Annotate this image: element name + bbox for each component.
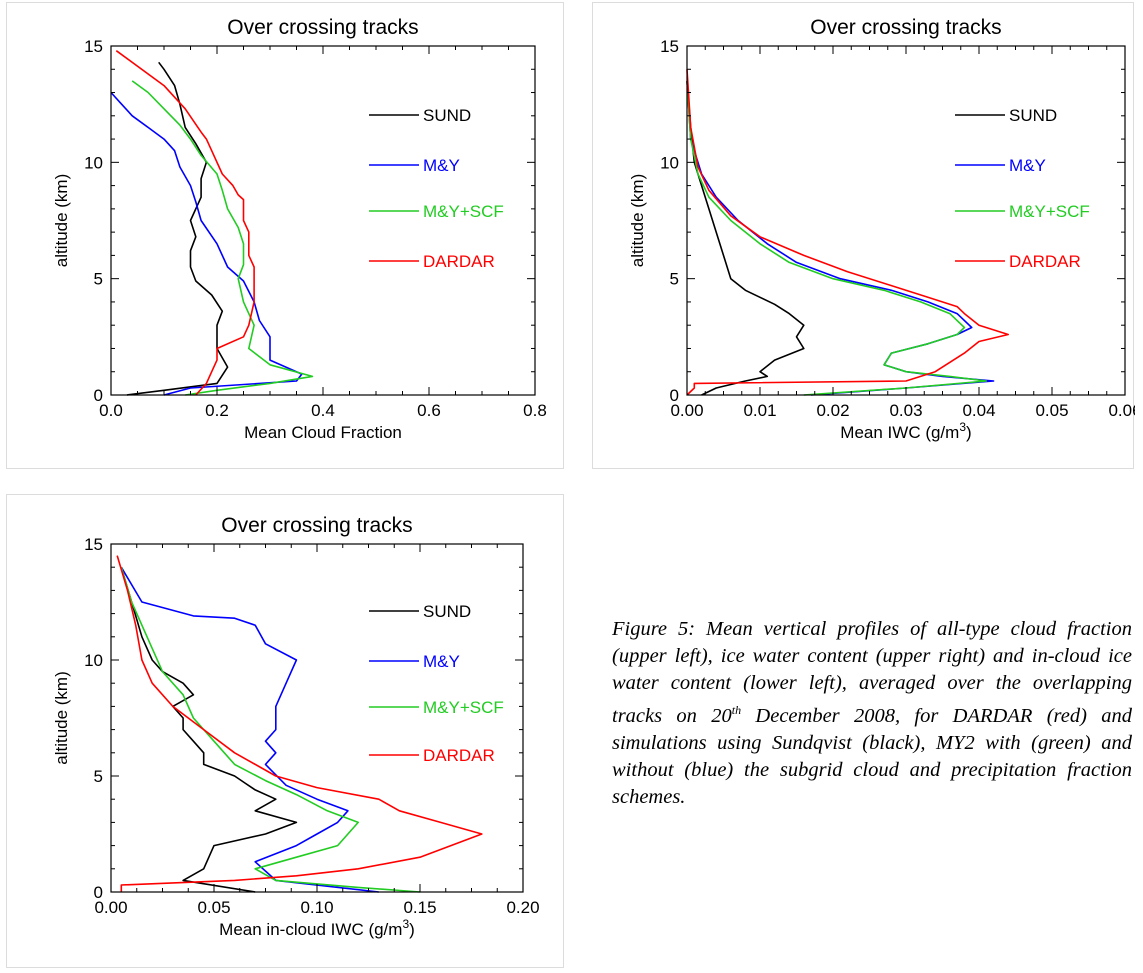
y-tick-label: 0 — [670, 386, 679, 405]
y-axis-label: altitude (km) — [52, 174, 71, 268]
y-tick-label: 5 — [670, 270, 679, 289]
legend-label: SUND — [423, 602, 471, 621]
x-axis-label-text: Mean IWC (g/m — [840, 423, 959, 442]
x-tick-label: 0.4 — [311, 401, 335, 420]
x-tick-label: 0.02 — [816, 401, 849, 420]
chart-cloud-fraction: Over crossing tracks 0.0 0.2 0.4 0.6 0.8 0 5 10 1… — [52, 16, 547, 442]
series-line-m-y — [686, 80, 995, 396]
series-line-m-y-scf — [686, 80, 988, 396]
series-line-sund — [120, 566, 298, 893]
x-axis-label-suffix: ) — [409, 920, 415, 939]
x-tick-label: 0.06 — [1108, 401, 1135, 420]
series-line-sund — [686, 80, 805, 396]
x-tick-label: 0.00 — [670, 401, 703, 420]
legend-label: M&Y — [423, 652, 460, 671]
chart-title: Over crossing tracks — [227, 16, 418, 39]
y-tick-label: 15 — [84, 37, 103, 56]
legend-label: M&Y+SCF — [423, 698, 504, 717]
x-tick-label: 0.00 — [94, 898, 127, 917]
chart-title: Over crossing tracks — [810, 16, 1001, 39]
y-tick-label: 5 — [94, 767, 103, 786]
y-tick-label: 10 — [84, 651, 103, 670]
series-line-m-y — [110, 91, 303, 396]
legend-label: M&Y — [1009, 156, 1046, 175]
x-axis-label-text: Mean Cloud Fraction — [244, 423, 402, 442]
series-line-sund — [126, 61, 229, 396]
series-line-m-y — [120, 566, 379, 893]
caption-superscript: th — [731, 703, 742, 717]
legend-label: M&Y — [423, 156, 460, 175]
chart-panel-in-cloud-iwc: Over crossing tracks 0.00 0.05 0.10 0.15 0.20… — [6, 494, 564, 968]
x-axis-label-suffix: ) — [966, 423, 972, 442]
x-axis-label-sup: 3 — [959, 420, 966, 434]
x-axis-label-text: Mean in-cloud IWC (g/m — [219, 920, 402, 939]
chart-iwc: Over crossing tracks 0.00 0.01 0.02 0.03 0.04… — [628, 16, 1135, 442]
figure-caption: Figure 5: Mean vertical profiles of all-… — [612, 616, 1132, 811]
chart-panel-cloud-fraction: Over crossing tracks 0.0 0.2 0.4 0.6 0.8 0 5 10 1… — [6, 2, 564, 469]
x-tick-label: 0.05 — [197, 898, 230, 917]
x-axis-label: Mean Cloud Fraction — [244, 423, 402, 442]
legend-label: M&Y+SCF — [1009, 202, 1090, 221]
legend-label: M&Y+SCF — [423, 202, 504, 221]
x-axis-label-sup: 3 — [402, 917, 409, 931]
series-line-dardar — [686, 69, 1010, 396]
y-axis-label: altitude (km) — [628, 174, 647, 268]
legend-label: DARDAR — [1009, 252, 1081, 271]
series-line-dardar — [116, 555, 483, 892]
y-tick-label: 15 — [660, 37, 679, 56]
chart-title: Over crossing tracks — [221, 514, 412, 537]
legend-label: DARDAR — [423, 746, 495, 765]
y-tick-label: 0 — [94, 883, 103, 902]
x-tick-label: 0.0 — [99, 401, 123, 420]
x-tick-label: 0.20 — [506, 898, 539, 917]
caption-text-end: December 2008, for DARDAR (red) and simu… — [612, 704, 1132, 808]
series-line-m-y-scf — [131, 80, 314, 396]
legend-label: SUND — [423, 106, 471, 125]
series-line-dardar — [115, 50, 255, 396]
y-tick-label: 10 — [660, 153, 679, 172]
chart-in-cloud-iwc: Over crossing tracks 0.00 0.05 0.10 0.15 0.20… — [52, 514, 540, 939]
x-tick-label: 0.15 — [403, 898, 436, 917]
y-tick-label: 0 — [94, 386, 103, 405]
legend-label: SUND — [1009, 106, 1057, 125]
x-tick-label: 0.03 — [889, 401, 922, 420]
x-tick-label: 0.05 — [1035, 401, 1068, 420]
y-tick-label: 10 — [84, 153, 103, 172]
x-tick-label: 0.6 — [417, 401, 441, 420]
y-tick-label: 5 — [94, 270, 103, 289]
chart-panel-iwc: Over crossing tracks 0.00 0.01 0.02 0.03 0.04… — [592, 2, 1135, 469]
y-axis-label: altitude (km) — [52, 671, 71, 765]
x-tick-label: 0.01 — [743, 401, 776, 420]
y-tick-label: 15 — [84, 535, 103, 554]
x-axis-label: Mean IWC (g/m3) — [840, 420, 971, 442]
x-tick-label: 0.04 — [962, 401, 995, 420]
legend-label: DARDAR — [423, 252, 495, 271]
x-tick-label: 0.10 — [300, 898, 333, 917]
x-tick-label: 0.8 — [523, 401, 547, 420]
series-line-m-y-scf — [120, 566, 421, 893]
plot-frame — [110, 543, 524, 893]
x-axis-label: Mean in-cloud IWC (g/m3) — [219, 917, 415, 939]
caption-text: Figure 5: Mean vertical profiles of all-… — [612, 618, 1132, 727]
x-tick-label: 0.2 — [205, 401, 229, 420]
